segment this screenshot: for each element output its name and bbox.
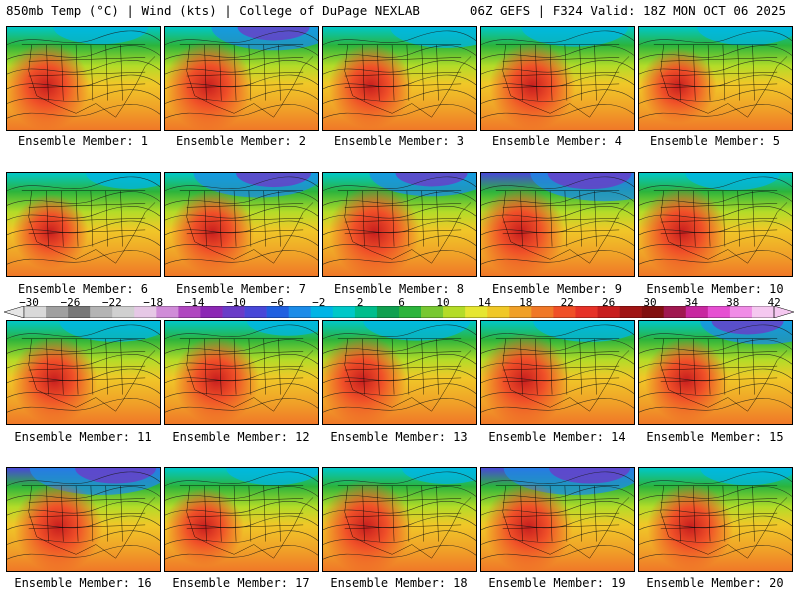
ensemble-member-map (322, 26, 477, 131)
ensemble-member-map (6, 467, 161, 572)
ensemble-member-label: Ensemble Member: 12 (172, 430, 310, 444)
colorbar-swatch (200, 306, 223, 318)
colorbar-tick-label: −22 (101, 296, 122, 309)
colorbar-swatch (509, 306, 532, 318)
colorbar-tick-label: 30 (643, 296, 657, 309)
colorbar-swatch (332, 306, 356, 318)
ensemble-member-label: Ensemble Member: 2 (175, 134, 307, 148)
colorbar-tick-label: 18 (519, 296, 533, 309)
colorbar-tick-label: −30 (19, 296, 39, 309)
ensemble-member-label: Ensemble Member: 15 (646, 430, 784, 444)
ensemble-member-label: Ensemble Member: 8 (333, 282, 465, 296)
ensemble-member-map (164, 26, 319, 131)
colorbar-tick-label: 2 (356, 296, 364, 309)
ensemble-member-map (164, 320, 319, 425)
ensemble-member-map (638, 172, 793, 277)
colorbar-tick-label: 38 (726, 296, 740, 309)
ensemble-member-map (480, 467, 635, 572)
ensemble-member-map (322, 467, 477, 572)
colorbar-tick-label: 14 (477, 296, 492, 309)
colorbar-swatch (222, 306, 245, 318)
colorbar-swatch (729, 306, 753, 318)
ensemble-member-map (638, 467, 793, 572)
colorbar-swatch (443, 306, 466, 318)
colorbar-tick-label: 26 (601, 296, 616, 309)
colorbar-swatch (354, 306, 378, 318)
ensemble-member-label: Ensemble Member: 3 (333, 134, 465, 148)
ensemble-member-map (480, 320, 635, 425)
ensemble-member-label: Ensemble Member: 10 (646, 282, 784, 296)
colorbar-tick-label: −18 (143, 296, 164, 309)
colorbar-swatch (134, 306, 157, 318)
colorbar-swatch (575, 306, 598, 318)
colorbar-swatch (266, 306, 290, 318)
ensemble-member-label: Ensemble Member: 20 (646, 576, 784, 590)
ensemble-member-map (6, 172, 161, 277)
header-run-info: 06Z GEFS | F324 Valid: 18Z MON OCT 06 20… (469, 3, 786, 18)
colorbar-swatch (376, 306, 400, 318)
colorbar-tick-label: 42 (767, 296, 781, 309)
ensemble-member-label: Ensemble Member: 14 (488, 430, 626, 444)
colorbar-tick-label: −10 (226, 296, 246, 309)
colorbar-swatch (399, 306, 422, 318)
ensemble-member-map (322, 172, 477, 277)
header-title: 850mb Temp (°C) | Wind (kts) | College o… (6, 3, 420, 18)
ensemble-member-map (638, 26, 793, 131)
colorbar-swatch (597, 306, 620, 318)
ensemble-member-map (164, 467, 319, 572)
colorbar-swatch (553, 306, 576, 318)
ensemble-member-label: Ensemble Member: 5 (649, 134, 781, 148)
colorbar-tick-label: 10 (436, 296, 450, 309)
ensemble-member-label: Ensemble Member: 4 (491, 134, 623, 148)
colorbar (4, 306, 794, 318)
ensemble-member-label: Ensemble Member: 19 (488, 576, 626, 590)
colorbar-swatch (68, 306, 91, 318)
colorbar-swatch (24, 306, 47, 318)
ensemble-member-map (6, 320, 161, 425)
colorbar-swatch (421, 306, 444, 318)
ensemble-member-label: Ensemble Member: 18 (330, 576, 468, 590)
colorbar-swatch (112, 306, 135, 318)
colorbar-swatch (531, 306, 554, 318)
colorbar-swatch (178, 306, 201, 318)
ensemble-member-map (6, 26, 161, 131)
colorbar-swatch (288, 306, 312, 318)
colorbar-tick-label: −6 (270, 296, 285, 309)
colorbar-swatch (90, 306, 113, 318)
colorbar-swatch (663, 306, 687, 318)
colorbar-tick-label: 6 (398, 296, 405, 309)
colorbar-swatch (465, 306, 488, 318)
colorbar-swatch (619, 306, 642, 318)
colorbar-swatch (244, 306, 267, 318)
colorbar-swatch (487, 306, 510, 318)
colorbar-tick-label: −2 (312, 296, 326, 309)
colorbar-tick-label: −26 (60, 296, 81, 309)
ensemble-member-map (164, 172, 319, 277)
colorbar-swatch (156, 306, 179, 318)
ensemble-member-label: Ensemble Member: 17 (172, 576, 310, 590)
colorbar-swatch (310, 306, 334, 318)
colorbar-swatch (685, 306, 709, 318)
colorbar-tick-label: −14 (184, 296, 205, 309)
ensemble-member-map (480, 172, 635, 277)
colorbar-labels: −30 −26 −22 −18 −14 −10 −6 −2 2 6 10 14 18 22 26 30 34 38… (0, 296, 800, 309)
ensemble-member-label: Ensemble Member: 1 (17, 134, 149, 148)
ensemble-member-map (480, 26, 635, 131)
colorbar-tick-label: 22 (560, 296, 574, 309)
colorbar-swatch (751, 306, 775, 318)
ensemble-member-label: Ensemble Member: 9 (491, 282, 623, 296)
ensemble-member-label: Ensemble Member: 13 (330, 430, 468, 444)
colorbar-tick-label: 34 (684, 296, 699, 309)
ensemble-member-label: Ensemble Member: 6 (17, 282, 149, 296)
colorbar-swatch (641, 306, 665, 318)
ensemble-member-map (322, 320, 477, 425)
ensemble-member-label: Ensemble Member: 16 (14, 576, 152, 590)
ensemble-member-map (638, 320, 793, 425)
colorbar-swatch (707, 306, 731, 318)
ensemble-member-label: Ensemble Member: 7 (175, 282, 307, 296)
ensemble-member-label: Ensemble Member: 11 (14, 430, 152, 444)
colorbar-swatch (46, 306, 69, 318)
